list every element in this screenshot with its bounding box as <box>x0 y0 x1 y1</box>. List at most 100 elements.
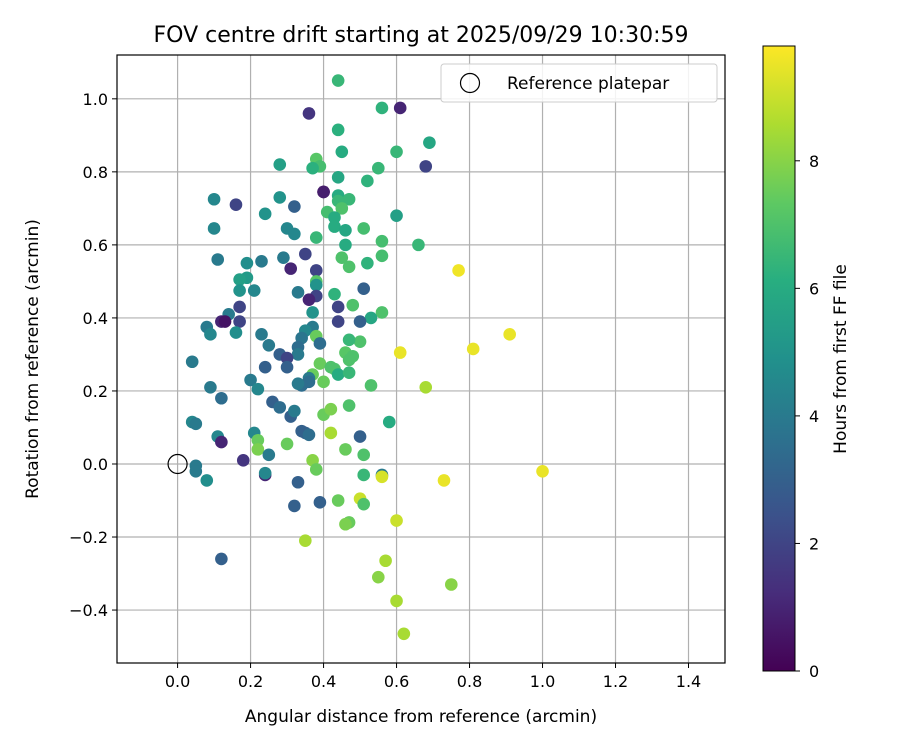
data-point <box>280 437 294 451</box>
data-point <box>342 399 356 412</box>
y-tick-label: 0.0 <box>83 455 108 474</box>
data-point <box>452 264 465 277</box>
data-point <box>273 158 287 171</box>
data-point <box>302 293 316 306</box>
data-point <box>361 174 374 188</box>
data-point <box>536 464 549 478</box>
data-point <box>207 222 221 235</box>
data-point <box>280 360 294 374</box>
data-point <box>284 262 298 275</box>
data-point <box>258 360 272 374</box>
data-point <box>390 514 403 527</box>
data-point <box>364 311 378 325</box>
x-axis-ticks: 0.0 0.2 0.4 0.6 0.8 1.0 1.2 1.4 <box>165 663 701 691</box>
x-axis-label: Angular distance from reference (arcmin) <box>245 707 597 727</box>
data-point <box>291 286 305 299</box>
data-point <box>357 282 371 296</box>
data-point <box>309 278 323 292</box>
data-point <box>280 351 294 365</box>
data-point <box>233 315 246 328</box>
data-points <box>185 74 549 641</box>
data-point <box>390 594 403 608</box>
data-point <box>306 306 319 319</box>
data-point <box>251 443 265 456</box>
data-point <box>346 298 360 312</box>
chart-title: FOV centre drift starting at 2025/09/29 … <box>154 23 689 48</box>
data-point <box>339 517 352 531</box>
x-tick-label: 1.2 <box>603 672 628 691</box>
data-point <box>299 534 312 547</box>
colorbar-ticks: 0 2 4 6 8 <box>795 152 819 681</box>
legend-entry-reference: Reference platepar <box>507 74 669 94</box>
y-tick-label: 0.8 <box>83 163 108 182</box>
data-point <box>288 499 301 513</box>
data-point <box>331 123 345 137</box>
x-tick-label: 1.4 <box>676 672 701 691</box>
data-point <box>328 211 341 224</box>
y-tick-label: −0.4 <box>69 601 108 620</box>
data-point <box>215 391 228 405</box>
y-tick-label: 0.4 <box>83 309 108 328</box>
data-point <box>288 200 301 213</box>
data-point <box>331 494 345 507</box>
data-point <box>342 192 356 206</box>
data-point <box>189 464 203 478</box>
data-point <box>215 435 228 449</box>
data-point <box>339 443 352 456</box>
data-point <box>291 377 305 390</box>
data-point <box>357 448 371 462</box>
data-point <box>339 238 352 252</box>
data-point <box>288 227 301 241</box>
data-point <box>313 337 327 350</box>
data-point <box>309 231 323 244</box>
data-point <box>342 260 356 274</box>
data-point <box>331 368 345 381</box>
y-tick-label: 0.2 <box>83 382 108 401</box>
data-point <box>423 136 436 149</box>
data-point <box>299 247 312 261</box>
data-point <box>339 223 352 237</box>
data-point <box>375 249 389 263</box>
data-point <box>313 357 327 370</box>
data-point <box>309 264 323 277</box>
data-point <box>204 328 217 341</box>
data-point <box>258 207 272 221</box>
data-point <box>273 401 287 414</box>
data-point <box>218 315 232 328</box>
colorbar-tick-label: 0 <box>809 662 819 681</box>
data-point <box>375 470 389 484</box>
y-axis-ticks: −0.4 −0.2 0.0 0.2 0.4 0.6 0.8 1.0 <box>69 90 117 620</box>
data-point <box>379 554 392 568</box>
data-point <box>262 448 276 462</box>
data-point <box>313 496 327 509</box>
y-tick-label: 0.6 <box>83 236 108 255</box>
data-point <box>335 202 349 215</box>
data-point <box>207 192 221 206</box>
y-tick-label: 1.0 <box>83 90 108 109</box>
data-point <box>255 328 268 341</box>
data-point <box>211 253 225 266</box>
data-point <box>244 373 257 387</box>
data-point <box>503 328 516 341</box>
data-point <box>375 101 389 115</box>
data-point <box>444 578 458 591</box>
data-point <box>412 238 425 252</box>
data-point <box>277 251 290 264</box>
data-point <box>331 74 345 87</box>
data-point <box>419 381 433 394</box>
data-point <box>247 284 261 297</box>
x-tick-label: 0.0 <box>165 672 190 691</box>
data-point <box>317 375 330 389</box>
data-point <box>328 220 341 233</box>
colorbar-gradient <box>762 45 796 672</box>
colorbar-tick-label: 8 <box>809 152 819 171</box>
data-point <box>291 475 305 489</box>
colorbar: 0 2 4 6 8 Hours from first FF file <box>762 45 851 681</box>
data-point <box>309 463 323 476</box>
data-point <box>437 474 451 487</box>
data-point <box>335 145 349 159</box>
data-point <box>361 256 374 270</box>
grid-lines <box>117 55 725 663</box>
colorbar-label: Hours from first FF file <box>831 264 851 454</box>
data-point <box>251 382 265 396</box>
